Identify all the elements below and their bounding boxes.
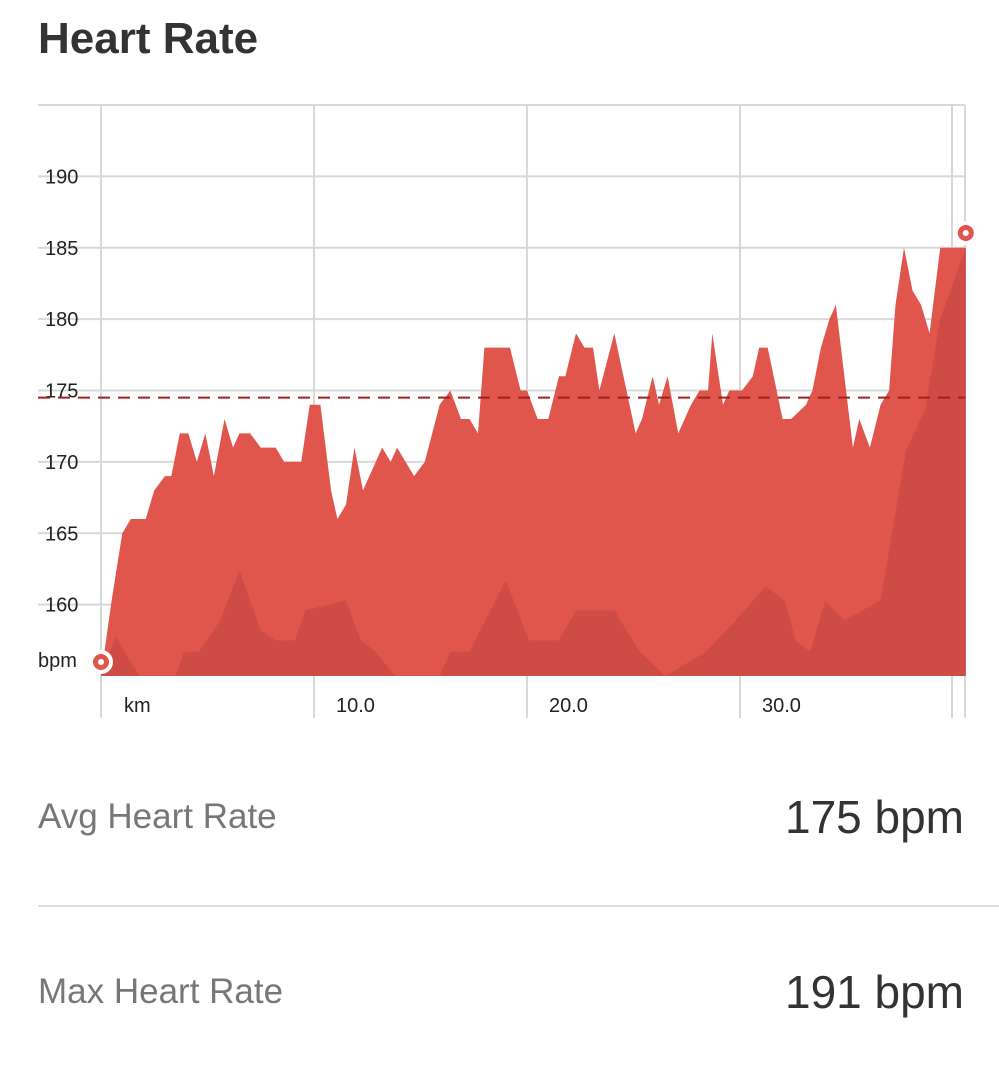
- avg-heart-rate-row: Avg Heart Rate 175 bpm: [38, 790, 964, 844]
- secondary-area: [101, 247, 966, 676]
- y-tick-label: 170: [45, 452, 78, 474]
- marker-center: [98, 659, 104, 665]
- y-tick-label: 160: [45, 595, 78, 617]
- y-tick-label: 165: [45, 523, 78, 545]
- marker-center: [962, 230, 969, 236]
- x-tick-label: 30.0: [762, 695, 801, 717]
- y-tick-label: 190: [45, 166, 78, 188]
- max-heart-rate-row: Max Heart Rate 191 bpm: [38, 965, 964, 1019]
- heart-rate-chart: 160 165 170 175 180 185 190 10.0 20.0 30.0 bpm km: [38, 104, 978, 718]
- max-heart-rate-value: 191 bpm: [784, 966, 964, 1018]
- x-tick-label: 20.0: [549, 695, 588, 717]
- x-tick-label: 10.0: [336, 695, 375, 717]
- max-heart-rate-label: Max Heart Rate: [38, 972, 284, 1011]
- avg-heart-rate-label: Avg Heart Rate: [38, 797, 277, 836]
- y-tick-label: 180: [45, 309, 78, 331]
- avg-heart-rate-value: 175 bpm: [784, 791, 964, 843]
- y-tick-label: 175: [45, 381, 78, 403]
- heart-rate-area: [101, 247, 966, 676]
- y-tick-label: 185: [45, 238, 78, 260]
- y-axis-label: bpm: [38, 650, 77, 672]
- x-axis-label: km: [124, 695, 151, 717]
- divider: [38, 905, 999, 907]
- overlay: [38, 221, 978, 674]
- page-title: Heart Rate: [38, 14, 259, 63]
- areas: [101, 247, 966, 676]
